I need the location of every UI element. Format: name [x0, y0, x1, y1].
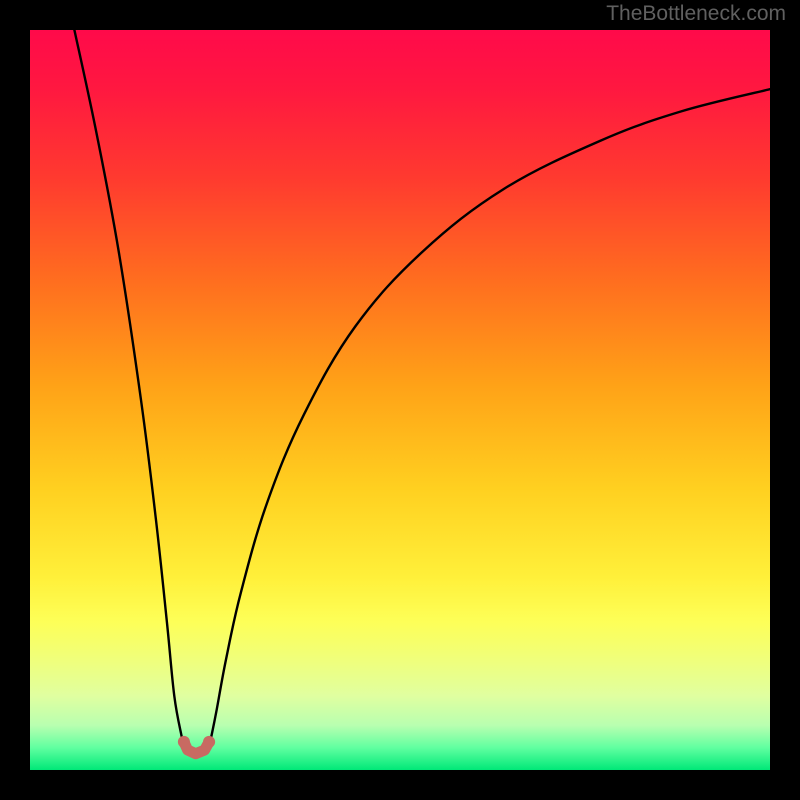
minimum-marker-dot-1 [203, 736, 215, 748]
plot-area [30, 30, 770, 770]
curve-layer [30, 30, 770, 770]
minimum-marker-dot-0 [178, 736, 190, 748]
curve-left-branch [74, 30, 181, 737]
chart-container: TheBottleneck.com [0, 0, 800, 800]
watermark-text: TheBottleneck.com [606, 2, 786, 26]
curve-right-branch [211, 89, 770, 737]
